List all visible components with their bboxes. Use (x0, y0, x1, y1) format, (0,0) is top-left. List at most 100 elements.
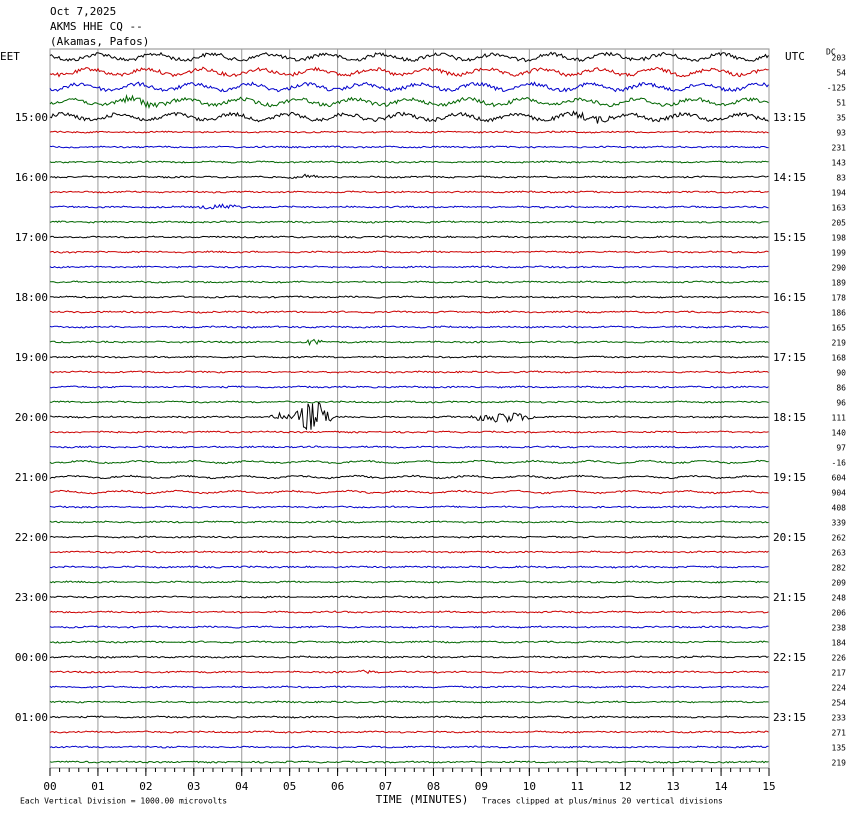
dc-offset: 271 (832, 729, 847, 738)
dc-offset: 254 (832, 699, 847, 708)
dc-offset: 163 (832, 204, 847, 213)
trace (49, 685, 769, 689)
trace (49, 760, 769, 764)
trace (49, 550, 769, 554)
x-tick-label: 08 (427, 780, 440, 793)
trace (49, 280, 769, 284)
dc-offset: 97 (836, 444, 846, 453)
x-tick-label: 03 (187, 780, 200, 793)
trace (49, 190, 769, 194)
trace (49, 310, 769, 314)
dc-offset: 143 (832, 159, 847, 168)
dc-offset: 206 (832, 609, 847, 618)
dc-offset: 219 (832, 759, 847, 768)
scale-note: Each Vertical Division = 1000.00 microvo… (20, 797, 227, 806)
dc-offset: 248 (832, 594, 847, 603)
dc-offset: 51 (836, 99, 846, 108)
dc-offset: 238 (832, 624, 847, 633)
left-time-label: 23:00 (15, 591, 48, 604)
dc-offset: 198 (832, 234, 847, 243)
left-axis-label: EET (0, 50, 20, 63)
x-tick-label: 02 (139, 780, 152, 793)
left-time-label: 18:00 (15, 291, 48, 304)
trace (49, 145, 769, 149)
trace (49, 459, 769, 465)
dc-offset: 408 (832, 504, 847, 513)
x-tick-label: 15 (762, 780, 775, 793)
x-tick-label: 07 (379, 780, 392, 793)
dc-offset: 194 (832, 189, 847, 198)
x-tick-label: 04 (235, 780, 249, 793)
left-time-label: 01:00 (15, 711, 48, 724)
dc-offset: 290 (832, 264, 847, 273)
left-time-label: 16:00 (15, 171, 48, 184)
dc-offset: 217 (832, 669, 847, 678)
trace (49, 203, 769, 210)
right-time-label: 14:15 (773, 171, 806, 184)
dc-offset: 262 (832, 534, 847, 543)
trace (49, 93, 769, 110)
trace (49, 400, 769, 404)
trace (49, 385, 769, 389)
trace (49, 235, 769, 239)
right-time-label: 22:15 (773, 651, 806, 664)
trace (49, 565, 769, 569)
dc-offset: 184 (832, 639, 847, 648)
x-tick-label: 00 (43, 780, 56, 793)
trace (49, 370, 769, 374)
right-time-label: 19:15 (773, 471, 806, 484)
trace (49, 610, 769, 614)
left-time-label: 15:00 (15, 111, 48, 124)
trace (49, 66, 769, 78)
trace (49, 110, 769, 124)
dc-offset: 226 (832, 654, 847, 663)
left-time-label: 20:00 (15, 411, 48, 424)
dc-offset: 86 (836, 384, 846, 393)
dc-offset: 189 (832, 279, 847, 288)
right-time-label: 20:15 (773, 531, 806, 544)
dc-offset: 186 (832, 309, 847, 318)
trace (49, 700, 769, 704)
dc-offset: 35 (836, 114, 846, 123)
trace (49, 173, 769, 179)
trace (49, 325, 769, 329)
dc-offset: 54 (836, 69, 846, 78)
trace (49, 401, 769, 431)
trace (49, 520, 769, 524)
trace (49, 595, 769, 599)
dc-offset: 224 (832, 684, 847, 693)
left-time-label: 00:00 (15, 651, 48, 664)
dc-offset: 219 (832, 339, 847, 348)
right-time-label: 13:15 (773, 111, 806, 124)
x-axis-label: TIME (MINUTES) (376, 793, 469, 806)
dc-offset: 135 (832, 744, 847, 753)
dc-offset: 165 (832, 324, 847, 333)
x-tick-label: 06 (331, 780, 344, 793)
dc-offset: -125 (827, 84, 846, 93)
x-tick-label: 12 (619, 780, 632, 793)
dc-offset: 282 (832, 564, 847, 573)
trace (49, 489, 769, 495)
x-tick-label: 01 (91, 780, 104, 793)
location: (Akamas, Pafos) (50, 35, 149, 48)
trace (49, 265, 769, 269)
trace (49, 715, 769, 719)
trace (49, 430, 769, 434)
trace (49, 474, 769, 480)
x-tick-label: 09 (475, 780, 488, 793)
right-time-label: 15:15 (773, 231, 806, 244)
right-time-label: 18:15 (773, 411, 806, 424)
dc-offset: 111 (832, 414, 847, 423)
dc-offset: 90 (836, 369, 846, 378)
dc-offset: 209 (832, 579, 847, 588)
right-time-label: 17:15 (773, 351, 806, 364)
dc-offset: -16 (832, 459, 847, 468)
dc-offset: 231 (832, 144, 847, 153)
station: AKMS HHE CQ -- (50, 20, 143, 33)
trace (49, 580, 769, 584)
x-tick-label: 10 (523, 780, 536, 793)
trace (49, 640, 769, 644)
dc-offset: 83 (836, 174, 846, 183)
